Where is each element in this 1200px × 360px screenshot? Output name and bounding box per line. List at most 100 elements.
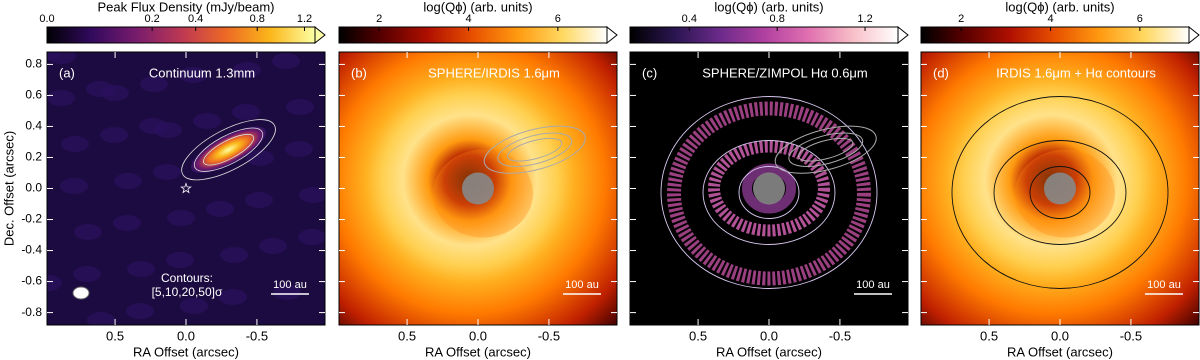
colorbar-extend: [1188, 25, 1200, 45]
contour: [798, 137, 854, 162]
contour: [702, 140, 836, 245]
noise: [298, 229, 325, 245]
x-tick-label: 0.5: [106, 328, 124, 343]
colorbar-tick-label: 0.0: [39, 13, 54, 25]
noise: [220, 247, 248, 263]
x-axis-label: RA Offset (arcsec): [1007, 344, 1113, 359]
noise: [167, 210, 195, 226]
colorbar-tick-label: 0.2: [144, 13, 159, 25]
noise: [154, 122, 182, 138]
noise: [153, 164, 181, 180]
x-tick-label: 0.5: [980, 328, 998, 343]
x-tick-label: -0.5: [829, 328, 851, 343]
contour: [193, 127, 264, 172]
x-tick-label: 0.5: [398, 328, 416, 343]
colorbar-tick-label: 4: [1047, 13, 1053, 25]
colorbar-extend: [314, 25, 326, 45]
x-axis-label: RA Offset (arcsec): [716, 344, 822, 359]
x-axis-label: RA Offset (arcsec): [425, 344, 531, 359]
contour: [203, 133, 255, 166]
y-axis-label: Dec. Offset (arcsec): [1, 131, 16, 246]
colorbar-tick-label: 2: [958, 13, 964, 25]
noise: [113, 215, 141, 231]
panel-title: SPHERE/IRDIS 1.6μm: [428, 65, 560, 80]
panel-title: Continuum 1.3mm: [149, 65, 255, 80]
colorbar-tick-label: 6: [555, 13, 561, 25]
scalebar-label: 100 au: [565, 279, 599, 291]
colorbar-tick-label: 6: [1137, 13, 1143, 25]
panel-title: SPHERE/ZIMPOL Hα 0.6μm: [702, 65, 868, 80]
y-tick-label: 0.0: [25, 181, 42, 195]
y-tick-label: 0.4: [25, 119, 42, 133]
colorbar-tick-label: 1.2: [297, 13, 312, 25]
beam: [72, 286, 90, 300]
scalebar-label: 100 au: [273, 279, 307, 291]
y-tick-label: -0.4: [21, 243, 42, 257]
note: Contours:: [161, 271, 213, 285]
noise: [87, 312, 115, 325]
noise: [206, 201, 234, 217]
contour: [497, 132, 573, 167]
noise: [48, 52, 76, 64]
contour: [788, 132, 864, 167]
colorbar-label: log(Qϕ) (arb. units): [1005, 0, 1114, 14]
x-tick-label: 0.0: [760, 328, 778, 343]
colorbar: [629, 26, 899, 44]
noise: [232, 104, 260, 120]
noise: [60, 178, 88, 194]
colorbar-label: Peak Flux Density (mJy/beam): [98, 0, 275, 14]
x-tick-label: -0.5: [538, 328, 560, 343]
x-tick-label: -0.5: [1120, 328, 1142, 343]
y-tick-label: 0.8: [25, 57, 42, 71]
x-tick-label: 0.0: [1051, 328, 1069, 343]
noise: [166, 252, 194, 268]
x-axis-label: RA Offset (arcsec): [133, 344, 239, 359]
coronagraph: [1044, 172, 1076, 205]
noise: [259, 238, 287, 254]
image: [921, 52, 1199, 325]
noise: [272, 53, 300, 69]
x-tick-label: 0.5: [689, 328, 707, 343]
contour: [181, 119, 276, 181]
ring: [742, 163, 796, 214]
colorbar-extend: [606, 25, 618, 45]
noise: [47, 90, 75, 106]
noise: [114, 173, 142, 189]
contour: [993, 140, 1127, 245]
panel-label: (b): [351, 65, 367, 80]
panel-label: (a): [59, 65, 75, 80]
noise: [127, 261, 155, 277]
y-tick-label: -0.2: [21, 212, 42, 226]
panel-label: (d): [933, 65, 949, 80]
scalebar-label: 100 au: [856, 279, 890, 291]
ring: [667, 101, 871, 286]
x-tick-label: -0.5: [246, 328, 268, 343]
noise: [219, 289, 247, 305]
colorbar-extend: [897, 25, 909, 45]
scalebar-label: 100 au: [1147, 279, 1181, 291]
noise: [193, 113, 221, 129]
y-tick-label: -0.6: [21, 274, 42, 288]
star: [180, 182, 192, 194]
y-tick-label: 0.2: [25, 150, 42, 164]
contour: [1029, 166, 1091, 219]
noise: [100, 127, 128, 143]
noise: [246, 150, 274, 166]
image: [339, 52, 617, 325]
image: [630, 52, 908, 325]
y-tick-label: 0.6: [25, 88, 42, 102]
noise: [73, 266, 101, 282]
y-tick-label: -0.8: [21, 305, 42, 319]
colorbar-tick-label: 0.4: [682, 13, 697, 25]
panel-title: IRDIS 1.6μm + Hα contours: [996, 65, 1156, 80]
noise: [74, 224, 102, 240]
image: [47, 52, 325, 325]
noise: [285, 141, 313, 157]
colorbar-tick-label: 1.2: [857, 13, 872, 25]
noise: [179, 67, 207, 83]
colorbar: [46, 26, 316, 44]
contour: [483, 125, 586, 174]
noise: [140, 76, 168, 92]
noise: [233, 62, 261, 78]
